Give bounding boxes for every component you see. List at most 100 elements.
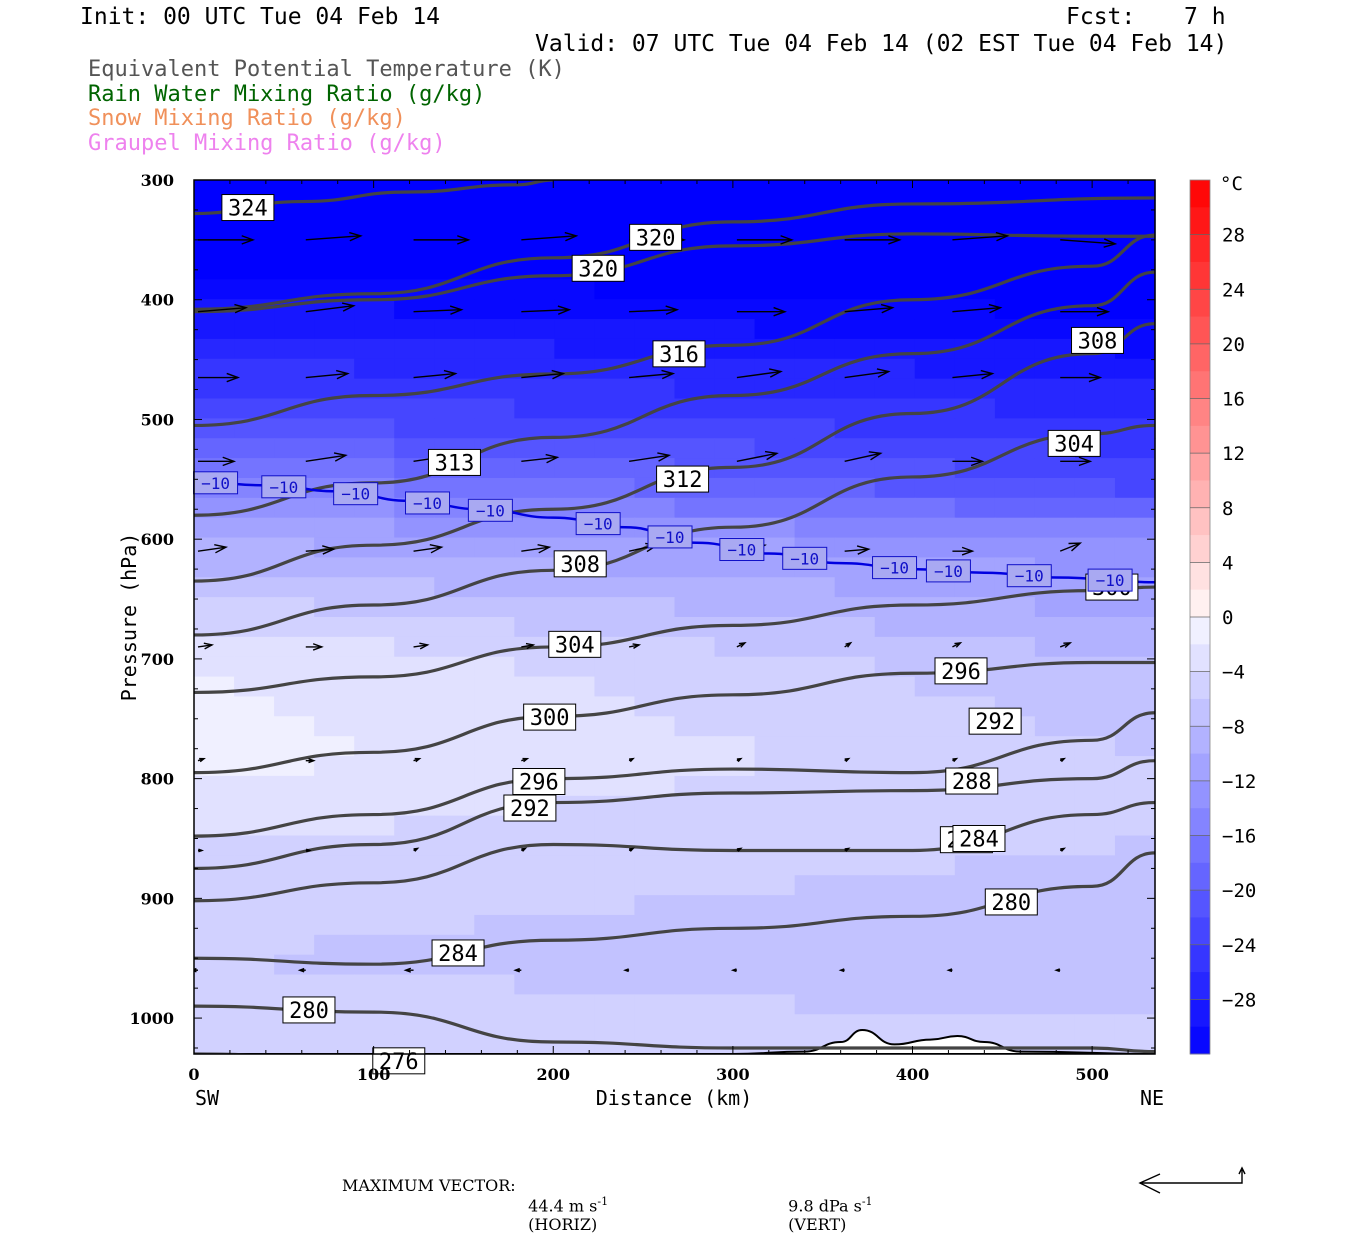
temperature-cell <box>194 795 235 817</box>
wind-shaft <box>952 372 993 379</box>
wind-shaft <box>952 307 1001 313</box>
temperature-cell <box>394 795 435 817</box>
isotherm-label-box <box>261 475 307 499</box>
temperature-cell <box>874 577 916 598</box>
wind-vector <box>521 231 579 242</box>
isotherm-label: −10 <box>782 546 828 570</box>
temperature-cell <box>1034 597 1076 618</box>
colorbar-segment <box>1190 753 1210 782</box>
temperature-cell <box>994 974 1036 996</box>
temperature-cell <box>474 875 515 896</box>
temperature-cell <box>754 895 796 916</box>
ne-endpoint: NE <box>1140 1086 1164 1110</box>
temperature-cell <box>514 895 555 916</box>
temperature-cell <box>554 477 596 499</box>
temperature-cell <box>674 319 716 340</box>
temperature-cell <box>914 358 956 380</box>
temperature-cell <box>234 338 275 360</box>
axes: 300 400 500 600 700 800 900 1000 0 100 200 300 400 50… <box>117 171 1164 1110</box>
wind-head <box>419 642 430 650</box>
temperature-cell <box>874 636 916 658</box>
legend-rain-water: Rain Water Mixing Ratio (g/kg) <box>88 82 486 107</box>
theta-e-label-292: 292 <box>503 794 557 822</box>
temperature-cell <box>234 1034 275 1055</box>
temperature-cell <box>794 517 836 539</box>
temperature-cell <box>754 974 796 996</box>
temperature-cell <box>794 974 836 996</box>
colorbar-segment <box>1190 808 1210 836</box>
wind-head <box>995 231 1010 242</box>
colorbar-label: 12 <box>1222 443 1245 465</box>
plot-frame <box>193 179 1156 1055</box>
y-tick-label: 400 <box>141 291 174 310</box>
temperature-cell <box>714 736 756 757</box>
horiz-tag: (HORIZ) <box>528 1215 598 1234</box>
theta-e-label-312-box <box>656 465 710 493</box>
temperature-cell <box>594 716 636 737</box>
theta-e-label-292-box <box>503 794 557 822</box>
temperature-cell <box>1034 398 1076 419</box>
temperature-cell <box>394 756 435 777</box>
temperature-cell <box>994 676 1036 698</box>
isotherm-label-box <box>575 512 621 536</box>
temperature-cell <box>714 199 756 221</box>
temperature-cell <box>674 378 716 400</box>
temperature-cell <box>1074 795 1116 817</box>
theta-e-label-296-text: 296 <box>941 660 981 685</box>
temperature-cell <box>834 795 876 817</box>
temperature-cell <box>394 716 435 737</box>
temperature-cell <box>394 676 435 698</box>
temperature-cell <box>994 319 1036 340</box>
temperature-cell <box>874 617 916 638</box>
temperature-cell <box>354 676 395 698</box>
wind-head <box>341 302 356 312</box>
temperature-cell <box>434 1034 475 1055</box>
temperature-cell <box>594 319 636 340</box>
temperature-cell <box>1074 775 1116 797</box>
colorbar-segment <box>1190 644 1210 673</box>
wind-vector <box>952 231 1010 242</box>
wind-head <box>333 452 348 462</box>
temperature-cell <box>714 795 756 817</box>
temperature-cell <box>554 299 596 320</box>
temperature-cell <box>794 418 836 439</box>
temperature-cell <box>514 597 555 618</box>
temperature-cell <box>674 855 716 876</box>
colorbar-segment <box>1190 726 1210 755</box>
theta-e-label-296-box <box>512 768 566 796</box>
temperature-cell <box>794 835 836 856</box>
temperature-cell <box>914 517 956 539</box>
temperature-cell <box>754 716 796 737</box>
temperature-cell <box>1074 974 1116 996</box>
wind-vector <box>952 369 995 380</box>
temperature-cell <box>834 338 876 360</box>
temperature-cell <box>794 577 836 598</box>
temperature-cell <box>874 835 916 856</box>
temperature-cell <box>834 656 876 678</box>
temperature-cell <box>394 1014 435 1035</box>
temperature-cell <box>714 557 756 578</box>
temperature-cell <box>674 279 716 300</box>
colorbar-segment <box>1190 562 1210 591</box>
temperature-cell <box>234 696 275 717</box>
temperature-cell <box>314 676 355 698</box>
temperature-cell <box>234 517 275 539</box>
temperature-cell <box>1034 477 1076 499</box>
temperature-cell <box>674 676 716 698</box>
temperature-cell <box>714 418 756 439</box>
temperature-cell <box>354 795 395 817</box>
colorbar-segment <box>1190 671 1210 700</box>
temperature-cell <box>634 597 676 618</box>
wind-vector <box>1059 642 1073 649</box>
temperature-cell <box>594 875 636 896</box>
wind-head <box>1103 238 1118 248</box>
temperature-cell <box>754 815 796 837</box>
temperature-cell <box>274 199 315 221</box>
colorbar-segment <box>1190 507 1210 536</box>
temperature-cell <box>1114 597 1156 618</box>
temperature-cell <box>274 180 315 201</box>
theta-e-label-320: 320 <box>571 254 625 282</box>
wind-vector <box>736 847 743 852</box>
temperature-cell <box>194 239 235 261</box>
temperature-cell <box>274 358 315 380</box>
